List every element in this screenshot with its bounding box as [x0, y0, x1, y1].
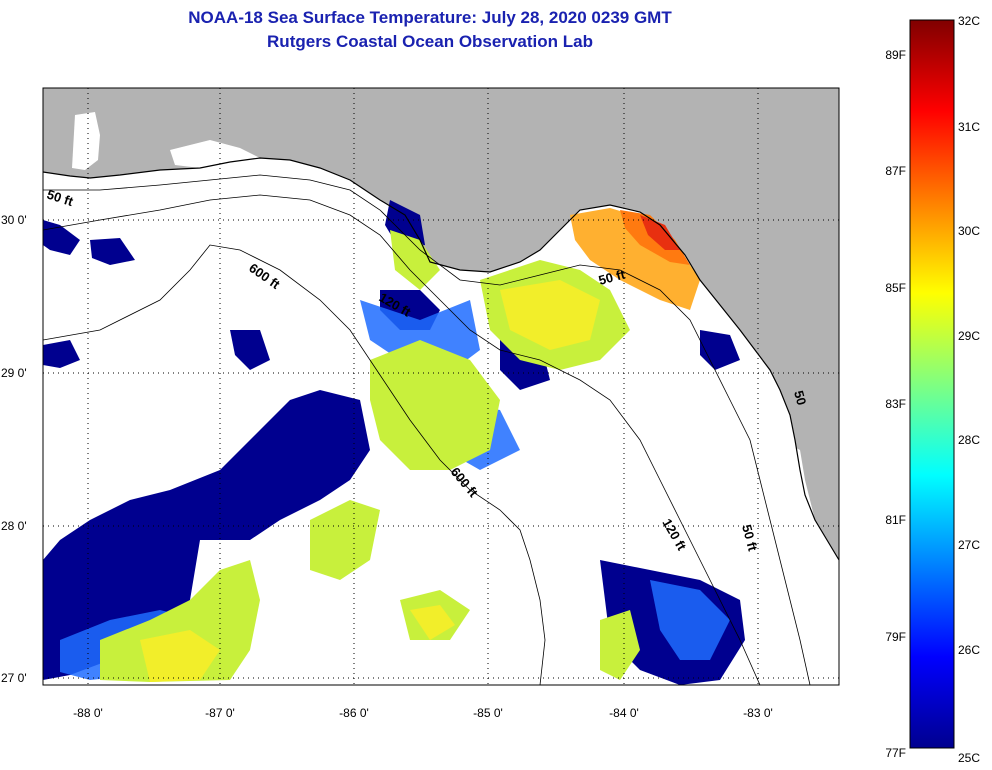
- fahrenheit-label: 85F: [885, 281, 906, 295]
- y-tick-label: 28 0': [1, 519, 27, 533]
- bathymetry-contour-50ft: [43, 174, 811, 685]
- fahrenheit-label: 77F: [885, 746, 906, 760]
- map-subtitle: Rutgers Coastal Ocean Observation Lab: [267, 32, 593, 51]
- sst-yellow-regions: [140, 280, 600, 682]
- land-bay: [72, 112, 100, 170]
- y-tick-label: 30 0': [1, 213, 27, 227]
- celsius-label: 32C: [958, 14, 980, 28]
- x-tick-label: -87 0': [205, 706, 235, 720]
- x-axis-labels: -88 0' -87 0' -86 0' -85 0' -84 0' -83 0…: [73, 706, 773, 720]
- land-mass: [43, 88, 839, 560]
- colorbar-celsius-labels: 32C 31C 30C 29C 28C 27C 26C 25C: [958, 14, 980, 765]
- y-tick-label: 29 0': [1, 366, 27, 380]
- x-tick-label: -83 0': [743, 706, 773, 720]
- fahrenheit-label: 79F: [885, 630, 906, 644]
- land-bay: [770, 440, 839, 685]
- x-tick-label: -86 0': [339, 706, 369, 720]
- celsius-label: 26C: [958, 643, 980, 657]
- x-tick-label: -88 0': [73, 706, 103, 720]
- x-tick-label: -85 0': [473, 706, 503, 720]
- celsius-label: 30C: [958, 224, 980, 238]
- fahrenheit-label: 83F: [885, 397, 906, 411]
- fahrenheit-label: 81F: [885, 513, 906, 527]
- coastline: [43, 157, 839, 561]
- celsius-label: 28C: [958, 433, 980, 447]
- colorbar-fahrenheit-labels: 89F 87F 85F 83F 81F 79F 77F: [885, 48, 906, 760]
- map-title: NOAA-18 Sea Surface Temperature: July 28…: [188, 8, 672, 27]
- x-tick-label: -84 0': [609, 706, 639, 720]
- contour-label: 50 ft: [597, 266, 627, 288]
- sst-hot-regions: [570, 208, 700, 310]
- fahrenheit-label: 89F: [885, 48, 906, 62]
- celsius-label: 25C: [958, 751, 980, 765]
- colorbar-scale: [909, 19, 955, 749]
- contour-label: 50: [791, 389, 809, 407]
- map-frame: [42, 87, 840, 686]
- bathymetry-contour-600ft: [43, 244, 546, 685]
- bathymetry-contour-120ft: [43, 194, 761, 685]
- contour-label: 50 ft: [739, 523, 761, 553]
- celsius-label: 31C: [958, 120, 980, 134]
- y-axis-labels: 30 0' 29 0' 28 0' 27 0': [1, 213, 27, 685]
- fahrenheit-label: 87F: [885, 164, 906, 178]
- celsius-label: 29C: [958, 329, 980, 343]
- y-tick-label: 27 0': [1, 671, 27, 685]
- celsius-label: 27C: [958, 538, 980, 552]
